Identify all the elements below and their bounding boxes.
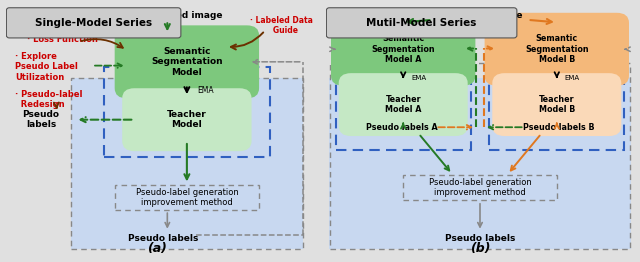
Text: Pseudo-label generation
improvement method: Pseudo-label generation improvement meth… bbox=[429, 178, 531, 197]
Text: · Explore
Pseudo Label
Utilization: · Explore Pseudo Label Utilization bbox=[15, 52, 78, 82]
Text: Pseudo
labels: Pseudo labels bbox=[22, 110, 60, 129]
FancyBboxPatch shape bbox=[339, 73, 468, 136]
Text: Unlabeled image: Unlabeled image bbox=[437, 11, 523, 20]
Text: Pseudo-label generation
improvement method: Pseudo-label generation improvement meth… bbox=[136, 188, 238, 207]
Text: · Loss Function: · Loss Function bbox=[28, 35, 99, 44]
Text: Pseudo labels: Pseudo labels bbox=[445, 234, 515, 243]
FancyBboxPatch shape bbox=[484, 13, 629, 86]
FancyBboxPatch shape bbox=[122, 88, 252, 151]
Text: Semantic
Segmentation
Model B: Semantic Segmentation Model B bbox=[525, 34, 589, 64]
Text: · Pseudo-label
  Redesign: · Pseudo-label Redesign bbox=[15, 90, 83, 109]
Text: · Labeled Data
   Guide: · Labeled Data Guide bbox=[250, 16, 313, 35]
Bar bbox=[71, 78, 303, 249]
FancyBboxPatch shape bbox=[6, 8, 181, 38]
Bar bbox=[104, 67, 269, 157]
Text: Teacher
Model B: Teacher Model B bbox=[539, 95, 575, 114]
FancyBboxPatch shape bbox=[492, 73, 621, 136]
Text: Single-Model Series: Single-Model Series bbox=[35, 18, 152, 28]
Text: Mutil-Model Series: Mutil-Model Series bbox=[367, 18, 477, 28]
Text: Pseudo labels B: Pseudo labels B bbox=[522, 123, 594, 132]
Bar bbox=[335, 44, 471, 150]
Text: Semantic
Segmentation
Model: Semantic Segmentation Model bbox=[151, 47, 223, 77]
Text: Semantic
Segmentation
Model A: Semantic Segmentation Model A bbox=[371, 34, 435, 64]
Text: (b): (b) bbox=[470, 242, 490, 255]
Text: EMA: EMA bbox=[197, 86, 214, 95]
Text: EMA: EMA bbox=[564, 75, 580, 81]
Text: Teacher
Model: Teacher Model bbox=[167, 110, 207, 129]
Bar bbox=[330, 78, 630, 249]
FancyBboxPatch shape bbox=[115, 25, 259, 98]
Bar bbox=[71, 78, 303, 249]
Bar bbox=[489, 44, 625, 150]
Text: Pseudo labels A: Pseudo labels A bbox=[366, 123, 438, 132]
Text: Unlabeled image: Unlabeled image bbox=[136, 11, 222, 20]
Bar bbox=[403, 175, 557, 200]
Text: EMA: EMA bbox=[411, 75, 426, 81]
FancyBboxPatch shape bbox=[331, 13, 476, 86]
Bar bbox=[330, 63, 630, 249]
Bar bbox=[115, 185, 259, 210]
Text: Teacher
Model A: Teacher Model A bbox=[385, 95, 422, 114]
Text: (a): (a) bbox=[147, 242, 167, 255]
Text: Pseudo labels: Pseudo labels bbox=[127, 234, 198, 243]
FancyBboxPatch shape bbox=[326, 8, 517, 38]
